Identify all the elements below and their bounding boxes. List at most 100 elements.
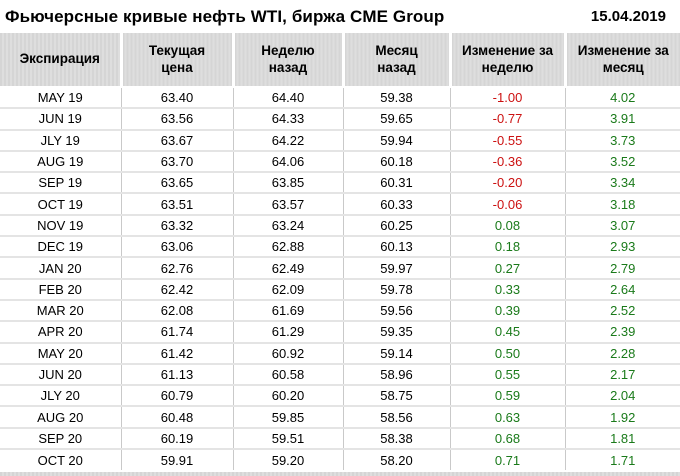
cell-current-price: 63.65	[120, 171, 233, 194]
cell-month-ago: 59.38	[342, 87, 450, 109]
table-row: MAR 20 62.08 61.69 59.56 0.39 2.52	[0, 298, 680, 322]
cell-current-price: 63.56	[120, 107, 233, 130]
futures-table: Экспирация Текущая цена Неделю назад Месяц наз…	[0, 33, 680, 471]
cell-week-ago: 61.69	[232, 298, 343, 322]
cell-week-change: 0.18	[449, 235, 565, 258]
cell-week-ago: 63.85	[232, 171, 343, 194]
cell-week-ago: 62.88	[232, 235, 343, 258]
cell-month-ago: 60.33	[342, 192, 450, 215]
cell-week-ago: 64.06	[232, 149, 343, 173]
cell-week-change: 0.55	[449, 362, 565, 386]
column-header-week-change: Изменение за неделю	[448, 33, 565, 88]
table-header: Экспирация Текущая цена Неделю назад Месяц наз…	[0, 33, 680, 88]
cell-month-ago: 60.31	[342, 171, 450, 194]
cell-month-ago: 60.18	[342, 149, 450, 173]
cell-expiry: SEP 20	[0, 426, 121, 450]
titlebar: Фьючерсные кривые нефть WTI, биржа CME G…	[0, 0, 680, 33]
cell-week-change: -0.06	[449, 192, 565, 215]
cell-week-ago: 61.29	[232, 320, 343, 343]
cell-month-change: 2.28	[564, 341, 680, 364]
cell-expiry: JUN 20	[0, 362, 121, 386]
cell-month-ago: 60.13	[342, 235, 450, 258]
cell-week-ago: 64.33	[232, 107, 343, 130]
cell-current-price: 60.79	[120, 384, 233, 407]
cell-expiry: NOV 19	[0, 213, 121, 237]
cell-week-ago: 63.57	[232, 192, 343, 215]
cell-current-price: 63.06	[120, 235, 233, 258]
cell-month-change: 2.04	[564, 384, 680, 407]
cell-month-ago: 58.75	[342, 384, 450, 407]
cell-week-change: 0.08	[449, 213, 565, 237]
cell-expiry: AUG 19	[0, 149, 121, 173]
cell-month-ago: 59.35	[342, 320, 450, 343]
cell-expiry: DEC 19	[0, 235, 121, 258]
table-row: AUG 20 60.48 59.85 58.56 0.63 1.92	[0, 405, 680, 428]
cell-week-ago: 63.24	[232, 213, 343, 237]
table-row: NOV 19 63.32 63.24 60.25 0.08 3.07	[0, 213, 680, 237]
cell-current-price: 61.42	[120, 341, 233, 364]
cell-week-ago: 59.85	[232, 405, 343, 428]
cell-current-price: 60.19	[120, 426, 233, 450]
cell-month-change: 3.52	[564, 149, 680, 173]
cell-month-change: 3.91	[564, 107, 680, 130]
cell-week-change: -0.36	[449, 149, 565, 173]
date-label: 15.04.2019	[590, 8, 666, 25]
cell-week-change: 0.71	[449, 448, 565, 471]
table-row: SEP 19 63.65 63.85 60.31 -0.20 3.34	[0, 171, 680, 194]
column-header-week-ago: Неделю назад	[231, 33, 343, 88]
cell-current-price: 59.91	[120, 448, 233, 471]
cell-current-price: 62.08	[120, 298, 233, 322]
cell-current-price: 61.13	[120, 362, 233, 386]
cell-expiry: JUN 19	[0, 107, 121, 130]
cell-month-change: 3.07	[564, 213, 680, 237]
cell-week-change: 0.45	[449, 320, 565, 343]
cell-week-ago: 60.20	[232, 384, 343, 407]
table-row: JUN 20 61.13 60.58 58.96 0.55 2.17	[0, 362, 680, 386]
cell-week-ago: 59.20	[232, 448, 343, 471]
table-body: MAY 19 63.40 64.40 59.38 -1.00 4.02 JUN 19 63.5…	[0, 87, 680, 471]
table-row: OCT 20 59.91 59.20 58.20 0.71 1.71	[0, 448, 680, 471]
cell-month-change: 2.17	[564, 362, 680, 386]
page-title: Фьючерсные кривые нефть WTI, биржа CME G…	[5, 6, 445, 26]
cell-month-change: 2.52	[564, 298, 680, 322]
cell-week-ago: 60.92	[232, 341, 343, 364]
cell-current-price: 62.76	[120, 256, 233, 279]
cell-month-ago: 59.56	[342, 298, 450, 322]
cell-current-price: 63.32	[120, 213, 233, 237]
table-row: JUN 19 63.56 64.33 59.65 -0.77 3.91	[0, 107, 680, 130]
cell-month-change: 1.92	[564, 405, 680, 428]
cell-current-price: 63.70	[120, 149, 233, 173]
header-row: Экспирация Текущая цена Неделю назад Месяц наз…	[0, 33, 680, 88]
cell-month-change: 1.71	[564, 448, 680, 471]
table-row: FEB 20 62.42 62.09 59.78 0.33 2.64	[0, 277, 680, 300]
cell-current-price: 60.48	[120, 405, 233, 428]
cell-week-change: 0.33	[449, 277, 565, 300]
cell-expiry: SEP 19	[0, 171, 121, 194]
cell-expiry: OCT 19	[0, 192, 121, 215]
cell-week-ago: 62.49	[232, 256, 343, 279]
cell-month-ago: 58.38	[342, 426, 450, 450]
cell-month-change: 3.73	[564, 128, 680, 151]
column-header-current-price: Текущая цена	[119, 33, 233, 88]
cell-current-price: 63.40	[120, 87, 233, 109]
cell-week-change: -0.20	[449, 171, 565, 194]
cell-week-change: -1.00	[449, 87, 565, 109]
cell-week-ago: 64.40	[232, 87, 343, 109]
cell-month-change: 2.79	[564, 256, 680, 279]
cell-month-change: 2.39	[564, 320, 680, 343]
cell-expiry: JAN 20	[0, 256, 121, 279]
bottom-strip	[0, 470, 680, 476]
cell-expiry: JLY 19	[0, 128, 121, 151]
cell-expiry: APR 20	[0, 320, 121, 343]
table-row: DEC 19 63.06 62.88 60.13 0.18 2.93	[0, 235, 680, 258]
table-row: SEP 20 60.19 59.51 58.38 0.68 1.81	[0, 426, 680, 450]
cell-week-change: 0.68	[449, 426, 565, 450]
cell-week-ago: 62.09	[232, 277, 343, 300]
cell-current-price: 61.74	[120, 320, 233, 343]
cell-current-price: 62.42	[120, 277, 233, 300]
cell-week-change: 0.59	[449, 384, 565, 407]
cell-month-change: 4.02	[564, 87, 680, 109]
table-row: JLY 20 60.79 60.20 58.75 0.59 2.04	[0, 384, 680, 407]
cell-week-change: 0.50	[449, 341, 565, 364]
